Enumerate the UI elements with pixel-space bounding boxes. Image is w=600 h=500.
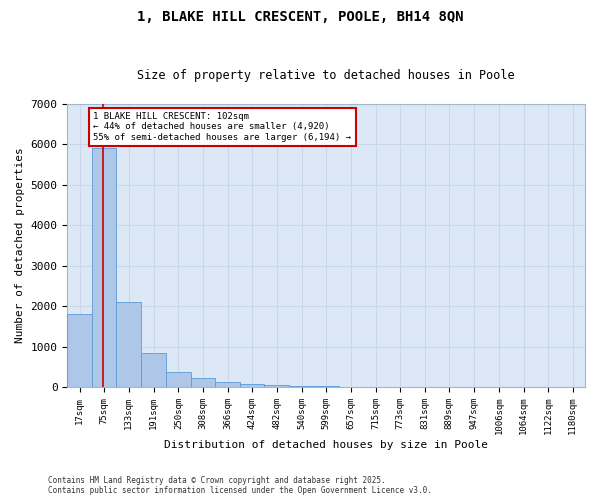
X-axis label: Distribution of detached houses by size in Poole: Distribution of detached houses by size … — [164, 440, 488, 450]
Text: Contains HM Land Registry data © Crown copyright and database right 2025.
Contai: Contains HM Land Registry data © Crown c… — [48, 476, 432, 495]
Bar — [67, 314, 92, 387]
Bar — [215, 382, 240, 387]
Bar — [166, 372, 191, 387]
Bar — [141, 352, 166, 387]
Bar — [289, 386, 314, 387]
Y-axis label: Number of detached properties: Number of detached properties — [15, 148, 25, 344]
Bar — [116, 302, 141, 387]
Bar — [265, 385, 289, 387]
Text: 1, BLAKE HILL CRESCENT, POOLE, BH14 8QN: 1, BLAKE HILL CRESCENT, POOLE, BH14 8QN — [137, 10, 463, 24]
Bar — [314, 386, 338, 387]
Bar — [191, 378, 215, 387]
Title: Size of property relative to detached houses in Poole: Size of property relative to detached ho… — [137, 69, 515, 82]
Bar — [92, 148, 116, 387]
Text: 1 BLAKE HILL CRESCENT: 102sqm
← 44% of detached houses are smaller (4,920)
55% o: 1 BLAKE HILL CRESCENT: 102sqm ← 44% of d… — [93, 112, 351, 142]
Bar — [240, 384, 265, 387]
